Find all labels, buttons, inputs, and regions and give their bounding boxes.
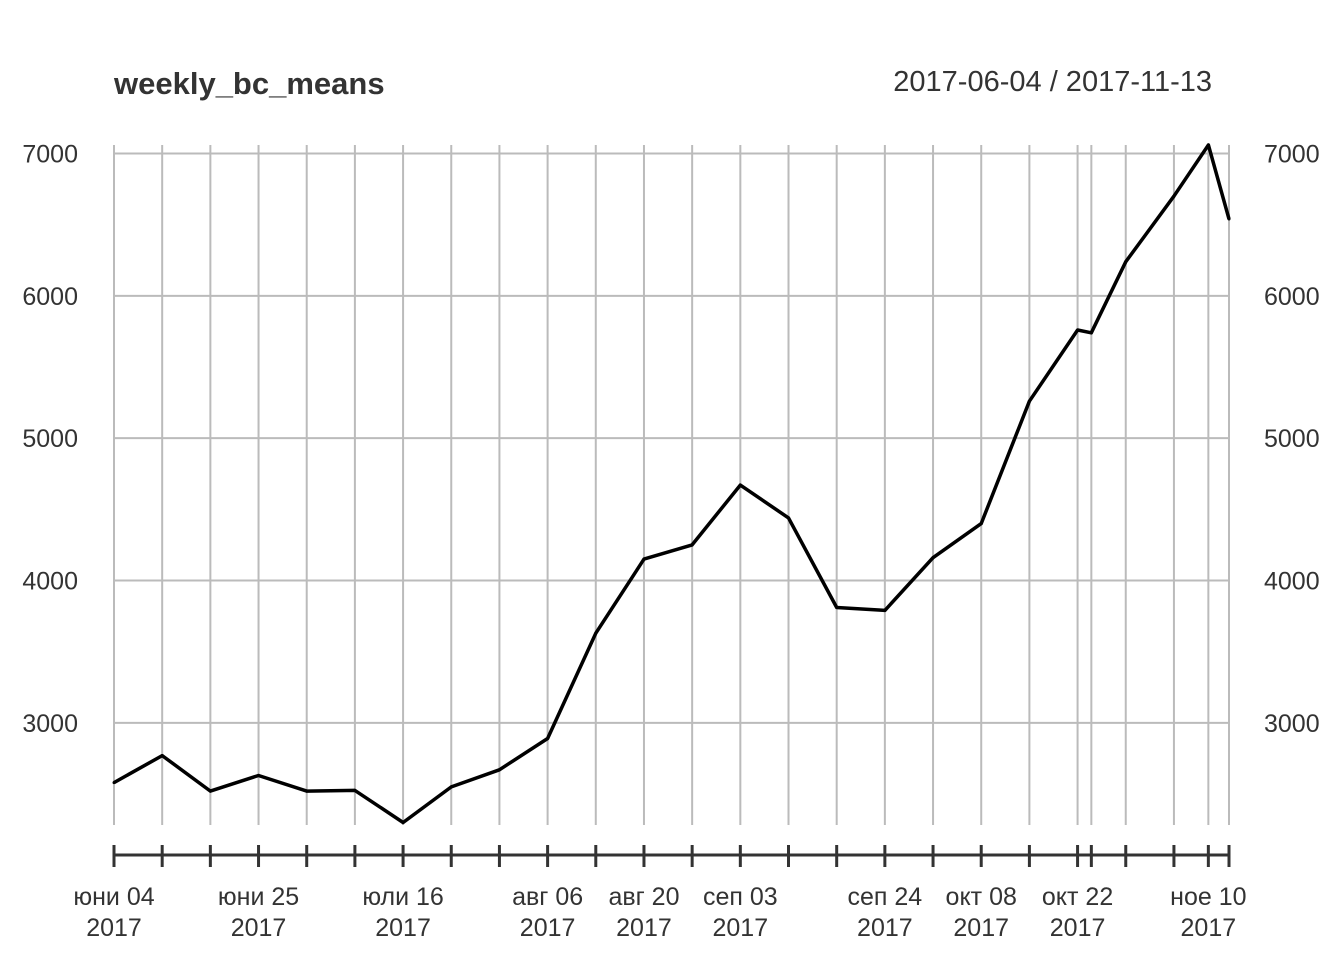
data-point bbox=[353, 788, 357, 792]
x-tick-label-year: 2017 bbox=[713, 914, 769, 942]
data-point bbox=[1172, 194, 1176, 198]
y-tick-label-right: 6000 bbox=[1264, 283, 1320, 311]
y-tick-label-left: 7000 bbox=[22, 141, 78, 169]
data-point bbox=[1124, 260, 1128, 264]
data-point bbox=[787, 516, 791, 520]
chart-title: weekly_bc_means bbox=[114, 66, 385, 101]
y-tick-label-right: 5000 bbox=[1264, 425, 1320, 453]
data-point bbox=[883, 608, 887, 612]
y-tick-label-right: 7000 bbox=[1264, 141, 1320, 169]
date-range: 2017-06-04 / 2017-11-13 bbox=[893, 66, 1212, 98]
data-point bbox=[1076, 328, 1080, 332]
data-point bbox=[160, 754, 164, 758]
y-tick-label-right: 4000 bbox=[1264, 567, 1320, 595]
data-point bbox=[1089, 331, 1093, 335]
data-point bbox=[305, 789, 309, 793]
x-tick-label-year: 2017 bbox=[1181, 914, 1237, 942]
x-tick-label-year: 2017 bbox=[231, 914, 287, 942]
x-tick-label-year: 2017 bbox=[1050, 914, 1106, 942]
y-tick-label-left: 4000 bbox=[22, 567, 78, 595]
data-point bbox=[931, 556, 935, 560]
data-point bbox=[1027, 399, 1031, 403]
y-tick-label-left: 6000 bbox=[22, 283, 78, 311]
y-tick-label-right: 3000 bbox=[1264, 710, 1320, 738]
data-point bbox=[979, 522, 983, 526]
x-tick-label: юли 16 bbox=[362, 883, 444, 911]
data-point bbox=[594, 631, 598, 635]
data-point bbox=[642, 557, 646, 561]
data-point bbox=[835, 606, 839, 610]
x-tick-label-year: 2017 bbox=[616, 914, 672, 942]
data-point bbox=[690, 543, 694, 547]
data-point bbox=[738, 483, 742, 487]
data-point bbox=[449, 785, 453, 789]
x-tick-label: ное 10 bbox=[1170, 883, 1246, 911]
x-tick-label: юни 25 bbox=[218, 883, 299, 911]
x-tick-label: окт 08 bbox=[946, 883, 1017, 911]
data-point bbox=[1227, 217, 1231, 221]
data-point bbox=[208, 789, 212, 793]
x-tick-label-year: 2017 bbox=[857, 914, 913, 942]
y-tick-label-left: 5000 bbox=[22, 425, 78, 453]
x-tick-label-year: 2017 bbox=[953, 914, 1009, 942]
y-tick-label-left: 3000 bbox=[22, 710, 78, 738]
x-tick-label-year: 2017 bbox=[375, 914, 431, 942]
data-point bbox=[1206, 143, 1210, 147]
data-point bbox=[401, 820, 405, 824]
data-point bbox=[546, 736, 550, 740]
x-tick-label: авг 06 bbox=[512, 883, 583, 911]
x-tick-label: сеп 03 bbox=[703, 883, 778, 911]
x-tick-label: юни 04 bbox=[73, 883, 154, 911]
series-line bbox=[113, 143, 1231, 825]
x-tick-label-year: 2017 bbox=[86, 914, 142, 942]
data-point bbox=[497, 768, 501, 772]
data-point bbox=[112, 781, 116, 785]
x-tick-label: авг 20 bbox=[608, 883, 679, 911]
x-tick-label-year: 2017 bbox=[520, 914, 576, 942]
data-point bbox=[257, 773, 261, 777]
x-tick-label: сеп 24 bbox=[848, 883, 923, 911]
x-tick-label: окт 22 bbox=[1042, 883, 1113, 911]
